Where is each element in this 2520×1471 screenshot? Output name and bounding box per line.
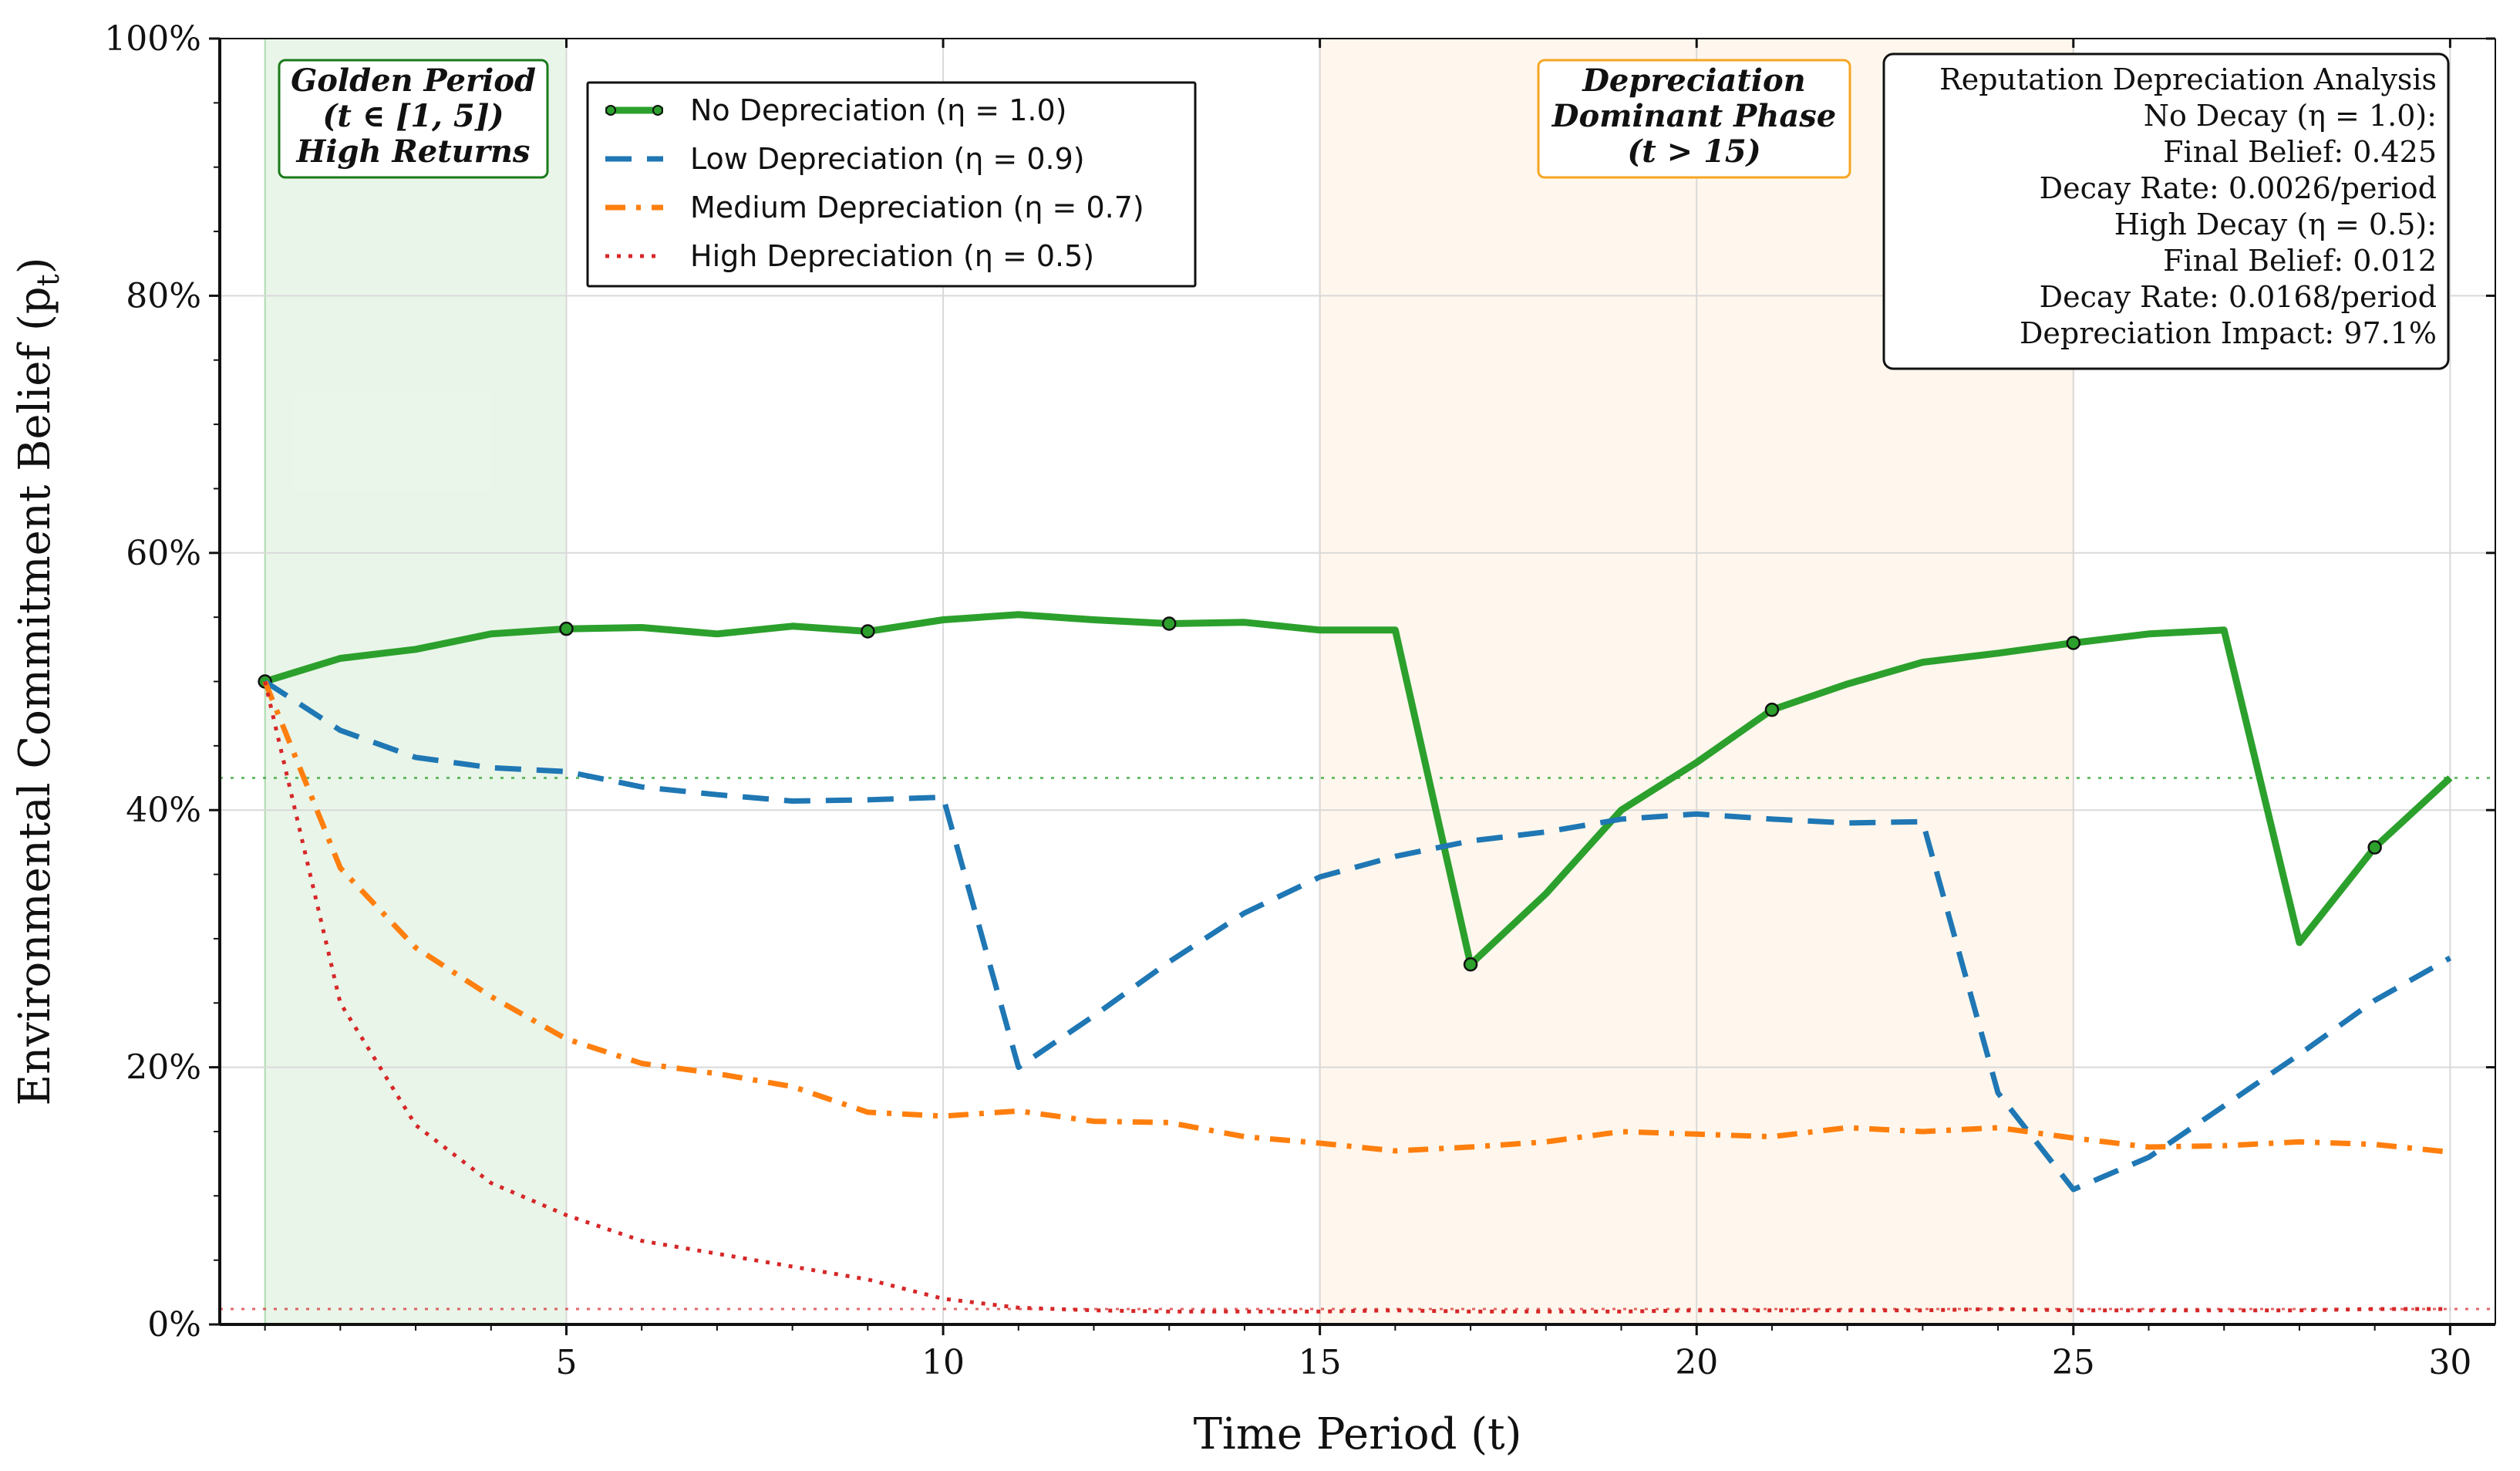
golden-period-line-3: High Returns (296, 133, 531, 170)
x-tick-label: 30 (2428, 1343, 2471, 1382)
series-marker (559, 621, 574, 636)
legend-marker (605, 105, 616, 116)
x-tick-label: 25 (2052, 1343, 2095, 1382)
series-line-2 (263, 679, 2452, 1193)
stats-line-4: Decay Rate: 0.0026/period (2040, 171, 2437, 205)
series-line-3 (262, 680, 2451, 1156)
shaded-region-1 (264, 39, 567, 1324)
x-tick-label: 20 (1675, 1343, 1718, 1382)
depreciation-phase-note: Depreciation Dominant Phase (t > 15) (1537, 59, 1851, 179)
y-axis-title: Environmental Commitment Belief (pt) (10, 257, 66, 1105)
legend-entries: No Depreciation (η = 1.0) Low Depreciatio… (605, 93, 1144, 273)
y-tick-label: 60% (126, 534, 201, 573)
y-tick-label: 100% (104, 19, 201, 59)
y-tick-label: 0% (147, 1305, 201, 1344)
series-marker (1764, 702, 1780, 717)
y-tick-label: 40% (126, 791, 201, 830)
golden-period-note: Golden Period (t ∈ [1, 5]) High Returns (278, 59, 549, 179)
y-axis-title-main: Environmental Commitment Belief (p (10, 286, 60, 1105)
axes (209, 37, 2496, 1335)
y-tick-label: 80% (126, 276, 201, 315)
stats-line-5: High Decay (η = 0.5): (2114, 207, 2437, 241)
legend-frame (586, 81, 1197, 288)
depreciation-phase-line-1: Depreciation (1582, 62, 1806, 99)
tick-labels: 5 10 15 20 25 30 0% 20% 40% 60% 80% 100% (104, 19, 2471, 1382)
legend-label-4: High Depreciation (η = 0.5) (690, 239, 1094, 273)
legend-label-2: Low Depreciation (η = 0.9) (690, 142, 1085, 176)
y-axis-title-subscript: t (31, 274, 66, 286)
stats-line-8: Depreciation Impact: 97.1% (2020, 316, 2437, 350)
depreciation-phase-box (1537, 59, 1851, 179)
series-marker (1463, 956, 1478, 972)
series-lines (258, 611, 2453, 1314)
series-marker (2367, 840, 2382, 855)
golden-period-box (278, 59, 549, 179)
legend-label-3: Medium Depreciation (η = 0.7) (690, 191, 1144, 224)
golden-period-line-2: (t ∈ [1, 5]) (322, 98, 504, 134)
stats-box-frame (1882, 52, 2450, 370)
legend: No Depreciation (η = 1.0) Low Depreciatio… (586, 81, 1197, 288)
stats-line-2: No Decay (η = 1.0): (2144, 99, 2437, 133)
x-tick-label: 5 (555, 1343, 577, 1382)
legend-label-1: No Depreciation (η = 1.0) (690, 93, 1066, 127)
y-tick-label: 20% (126, 1048, 201, 1088)
series-line-1 (264, 611, 2453, 968)
x-axis-title: Time Period (t) (1194, 1409, 1522, 1459)
series-marker (861, 624, 875, 639)
x-tick-label: 15 (1299, 1343, 1342, 1382)
y-axis-title-close: ) (10, 257, 60, 274)
stats-line-1: Reputation Depreciation Analysis (1939, 62, 2437, 96)
depreciation-phase-line-3: (t > 15) (1627, 133, 1760, 170)
depreciation-phase-line-2: Dominant Phase (1551, 98, 1836, 134)
stats-line-6: Final Belief: 0.012 (2163, 244, 2437, 278)
legend-marker (652, 105, 663, 116)
series-marker (2066, 636, 2081, 650)
stats-line-3: Final Belief: 0.425 (2163, 135, 2437, 169)
stats-line-7: Decay Rate: 0.0168/period (2040, 280, 2437, 314)
golden-period-line-1: Golden Period (291, 62, 536, 99)
series-marker (1161, 616, 1177, 631)
stats-box: Reputation Depreciation Analysis No Deca… (1882, 52, 2450, 370)
x-tick-label: 10 (921, 1343, 965, 1382)
